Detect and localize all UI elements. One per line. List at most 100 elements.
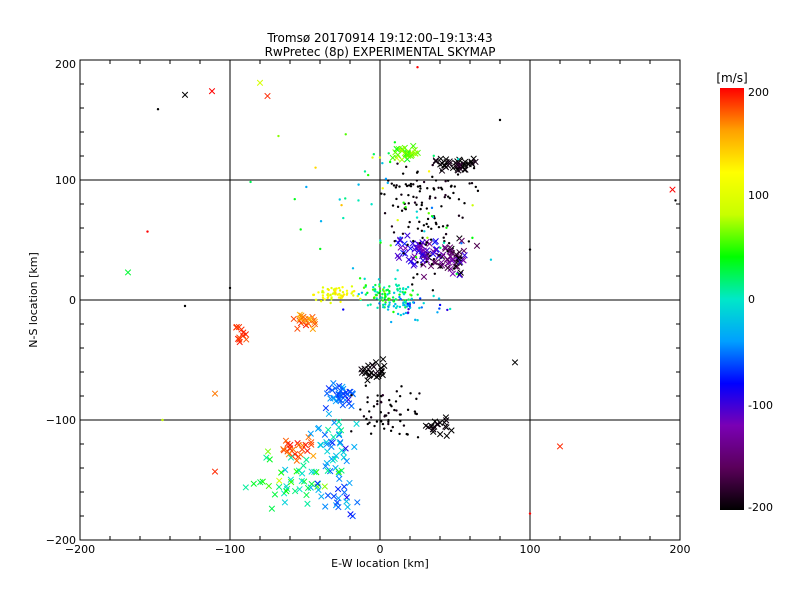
- data-point-dot: [327, 288, 330, 292]
- data-point-cross: [290, 446, 297, 453]
- data-point-cross: [669, 186, 676, 193]
- data-point-dot: [489, 258, 493, 261]
- data-point-cross: [314, 425, 322, 432]
- data-point-cross: [295, 467, 303, 474]
- data-point-dot: [446, 195, 450, 198]
- data-point-dot: [305, 185, 308, 189]
- data-point-dot: [445, 226, 448, 229]
- data-point-cross: [236, 334, 243, 341]
- data-point-dot: [359, 408, 362, 411]
- colorbar-unit: [m/s]: [716, 71, 747, 85]
- data-point-dot: [342, 216, 345, 220]
- data-point-cross: [409, 240, 416, 247]
- data-point-cross: [393, 145, 400, 153]
- data-point-cross: [268, 505, 276, 512]
- data-point-cross: [399, 147, 406, 154]
- data-point-dot: [471, 204, 474, 207]
- data-point-dot: [350, 285, 354, 288]
- data-point-dot: [431, 289, 435, 292]
- data-point-dot: [427, 170, 431, 173]
- data-point-dot: [376, 400, 379, 403]
- data-point-cross: [437, 155, 444, 162]
- data-point-cross: [430, 426, 437, 433]
- data-point-cross: [276, 477, 283, 484]
- data-point-dot: [401, 232, 405, 236]
- data-point-dot: [357, 183, 360, 186]
- data-point-cross: [323, 390, 331, 397]
- data-point-cross: [332, 398, 339, 405]
- data-point-cross: [211, 468, 219, 475]
- data-point-cross: [296, 317, 303, 324]
- y-tick-labels: −200 −100 0 100 200: [46, 58, 76, 547]
- data-point-cross: [455, 255, 462, 262]
- data-point-dot: [388, 291, 391, 295]
- data-point-dot: [418, 306, 421, 310]
- colorbar-tick-label: 100: [748, 189, 769, 202]
- data-point-cross: [250, 480, 257, 487]
- data-point-cross: [298, 446, 306, 453]
- data-point-dot: [398, 394, 402, 398]
- data-point-dot: [471, 236, 474, 240]
- data-point-dot: [453, 185, 456, 188]
- data-point-dot: [249, 180, 252, 184]
- data-point-cross: [265, 482, 272, 490]
- data-point-dot: [418, 392, 421, 395]
- data-point-dot: [404, 306, 407, 309]
- data-point-cross: [311, 318, 318, 326]
- data-point-dot: [373, 424, 376, 428]
- data-point-dot: [319, 219, 323, 223]
- data-point-dot: [334, 287, 337, 290]
- data-point-dot: [402, 201, 405, 204]
- data-point-dot: [422, 224, 426, 227]
- data-point-dot: [321, 286, 325, 289]
- data-point-cross: [340, 454, 348, 461]
- colorbar-tick-label: -200: [748, 501, 773, 514]
- data-point-dot: [389, 320, 393, 324]
- data-point-dot: [388, 303, 391, 306]
- data-point-dot: [228, 286, 232, 290]
- data-point-cross: [443, 424, 450, 431]
- data-point-dot: [146, 230, 149, 233]
- data-point-dot: [350, 292, 353, 295]
- data-point-cross: [328, 455, 335, 463]
- data-point-dot: [372, 296, 376, 300]
- data-point-cross: [404, 232, 411, 239]
- data-point-dot: [293, 197, 296, 201]
- data-point-dot: [398, 413, 402, 416]
- data-point-dot: [407, 304, 411, 307]
- data-point-dot: [399, 236, 402, 239]
- data-point-dot: [392, 231, 396, 234]
- data-point-dot: [414, 412, 417, 415]
- data-point-dot: [326, 293, 329, 297]
- data-point-cross: [556, 443, 564, 450]
- data-point-dot: [441, 225, 445, 228]
- data-point-dot: [421, 236, 424, 240]
- data-point-cross: [395, 254, 403, 262]
- data-point-dot: [345, 292, 349, 295]
- data-point-dot: [384, 177, 388, 181]
- data-point-dot: [406, 285, 410, 289]
- data-point-cross: [336, 475, 343, 483]
- data-point-cross: [310, 452, 317, 460]
- data-point-cross: [288, 478, 295, 486]
- data-point-dot: [424, 243, 428, 246]
- data-point-dot: [409, 293, 412, 296]
- data-point-dot: [387, 422, 390, 426]
- data-point-dot: [433, 272, 437, 275]
- data-point-dot: [383, 290, 386, 293]
- data-point-cross: [293, 457, 300, 464]
- data-point-cross: [423, 257, 430, 264]
- data-point-dot: [321, 291, 324, 294]
- data-point-dot: [442, 236, 445, 239]
- data-point-cross: [307, 430, 314, 437]
- data-point-dot: [452, 191, 455, 195]
- y-tick-label: 100: [55, 174, 76, 187]
- x-tick-labels: −200 −100 0 100 200: [65, 543, 691, 556]
- data-point-cross: [456, 249, 463, 256]
- data-point-dot: [391, 425, 394, 429]
- data-point-dot: [437, 254, 440, 257]
- data-point-cross: [330, 394, 338, 401]
- data-point-dot: [434, 196, 437, 200]
- data-point-dot: [422, 180, 426, 184]
- data-point-dot: [407, 184, 411, 187]
